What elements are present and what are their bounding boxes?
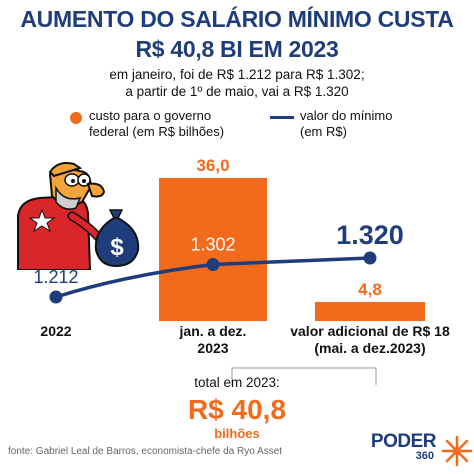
wage-line (55, 256, 371, 299)
title-line-2: R$ 40,8 BI EM 2023 (135, 36, 339, 62)
line-layer (49, 251, 377, 304)
subtitle-line-2: a partir de 1º de maio, vai a R$ 1.320 (125, 84, 349, 99)
total-value: R$ 40,8 (187, 394, 287, 425)
wage-point-2 (363, 251, 377, 265)
total-unit: bilhões (214, 426, 260, 441)
labels-layer: 36,0 4,8 1.212 1.302 1.320 (33, 156, 403, 299)
legend-wage-label-2: (em R$) (300, 124, 347, 139)
money-bag-icon: $ (94, 209, 140, 268)
bars-layer (159, 178, 425, 321)
category-label-1-1: 2023 (197, 340, 228, 356)
wage-value-label-1: 1.302 (190, 235, 235, 255)
logo-sunburst-icon (441, 435, 473, 467)
svg-text:$: $ (110, 234, 124, 261)
logo-word: PODER (370, 431, 437, 452)
category-label-1-0: jan. a dez. (179, 323, 247, 339)
total-label: total em 2023: (194, 375, 280, 390)
categories-layer: 2022 jan. a dez.2023 valor adicional de R$… (40, 323, 450, 356)
bar-value-label-2: 4,8 (358, 280, 382, 299)
source-note: fonte: Gabriel Leal de Barros, economist… (8, 446, 283, 457)
wage-point-1 (206, 258, 220, 271)
poder360-logo: PODER 360 (370, 431, 437, 462)
bar-1 (159, 178, 267, 321)
category-label-2-0: valor adicional de R$ 18 (290, 323, 450, 339)
category-label-0-0: 2022 (40, 323, 71, 339)
legend-cost-label-2: federal (em R$ bilhões) (89, 124, 225, 139)
legend-wage-label-1: valor do mínimo (300, 108, 393, 123)
bar-2 (315, 301, 425, 321)
legend-cost-swatch (70, 112, 82, 124)
mascot-head-icon (48, 162, 106, 210)
bar-value-label-1: 36,0 (196, 156, 229, 175)
mascot-illustration: $ (17, 162, 140, 270)
wage-value-label-0: 1.212 (33, 267, 78, 287)
logo-number: 360 (415, 450, 434, 462)
category-label-2-1: (mai. a dez.2023) (314, 340, 425, 356)
wage-value-label-2: 1.320 (336, 220, 404, 250)
legend-wage-swatch (270, 116, 294, 119)
legend-cost-label-1: custo para o governo (89, 108, 212, 123)
subtitle-line-1: em janeiro, foi de R$ 1.212 para R$ 1.30… (109, 67, 365, 82)
title-line-1: AUMENTO DO SALÁRIO MÍNIMO CUSTA (20, 6, 454, 32)
wage-point-0 (49, 290, 63, 304)
